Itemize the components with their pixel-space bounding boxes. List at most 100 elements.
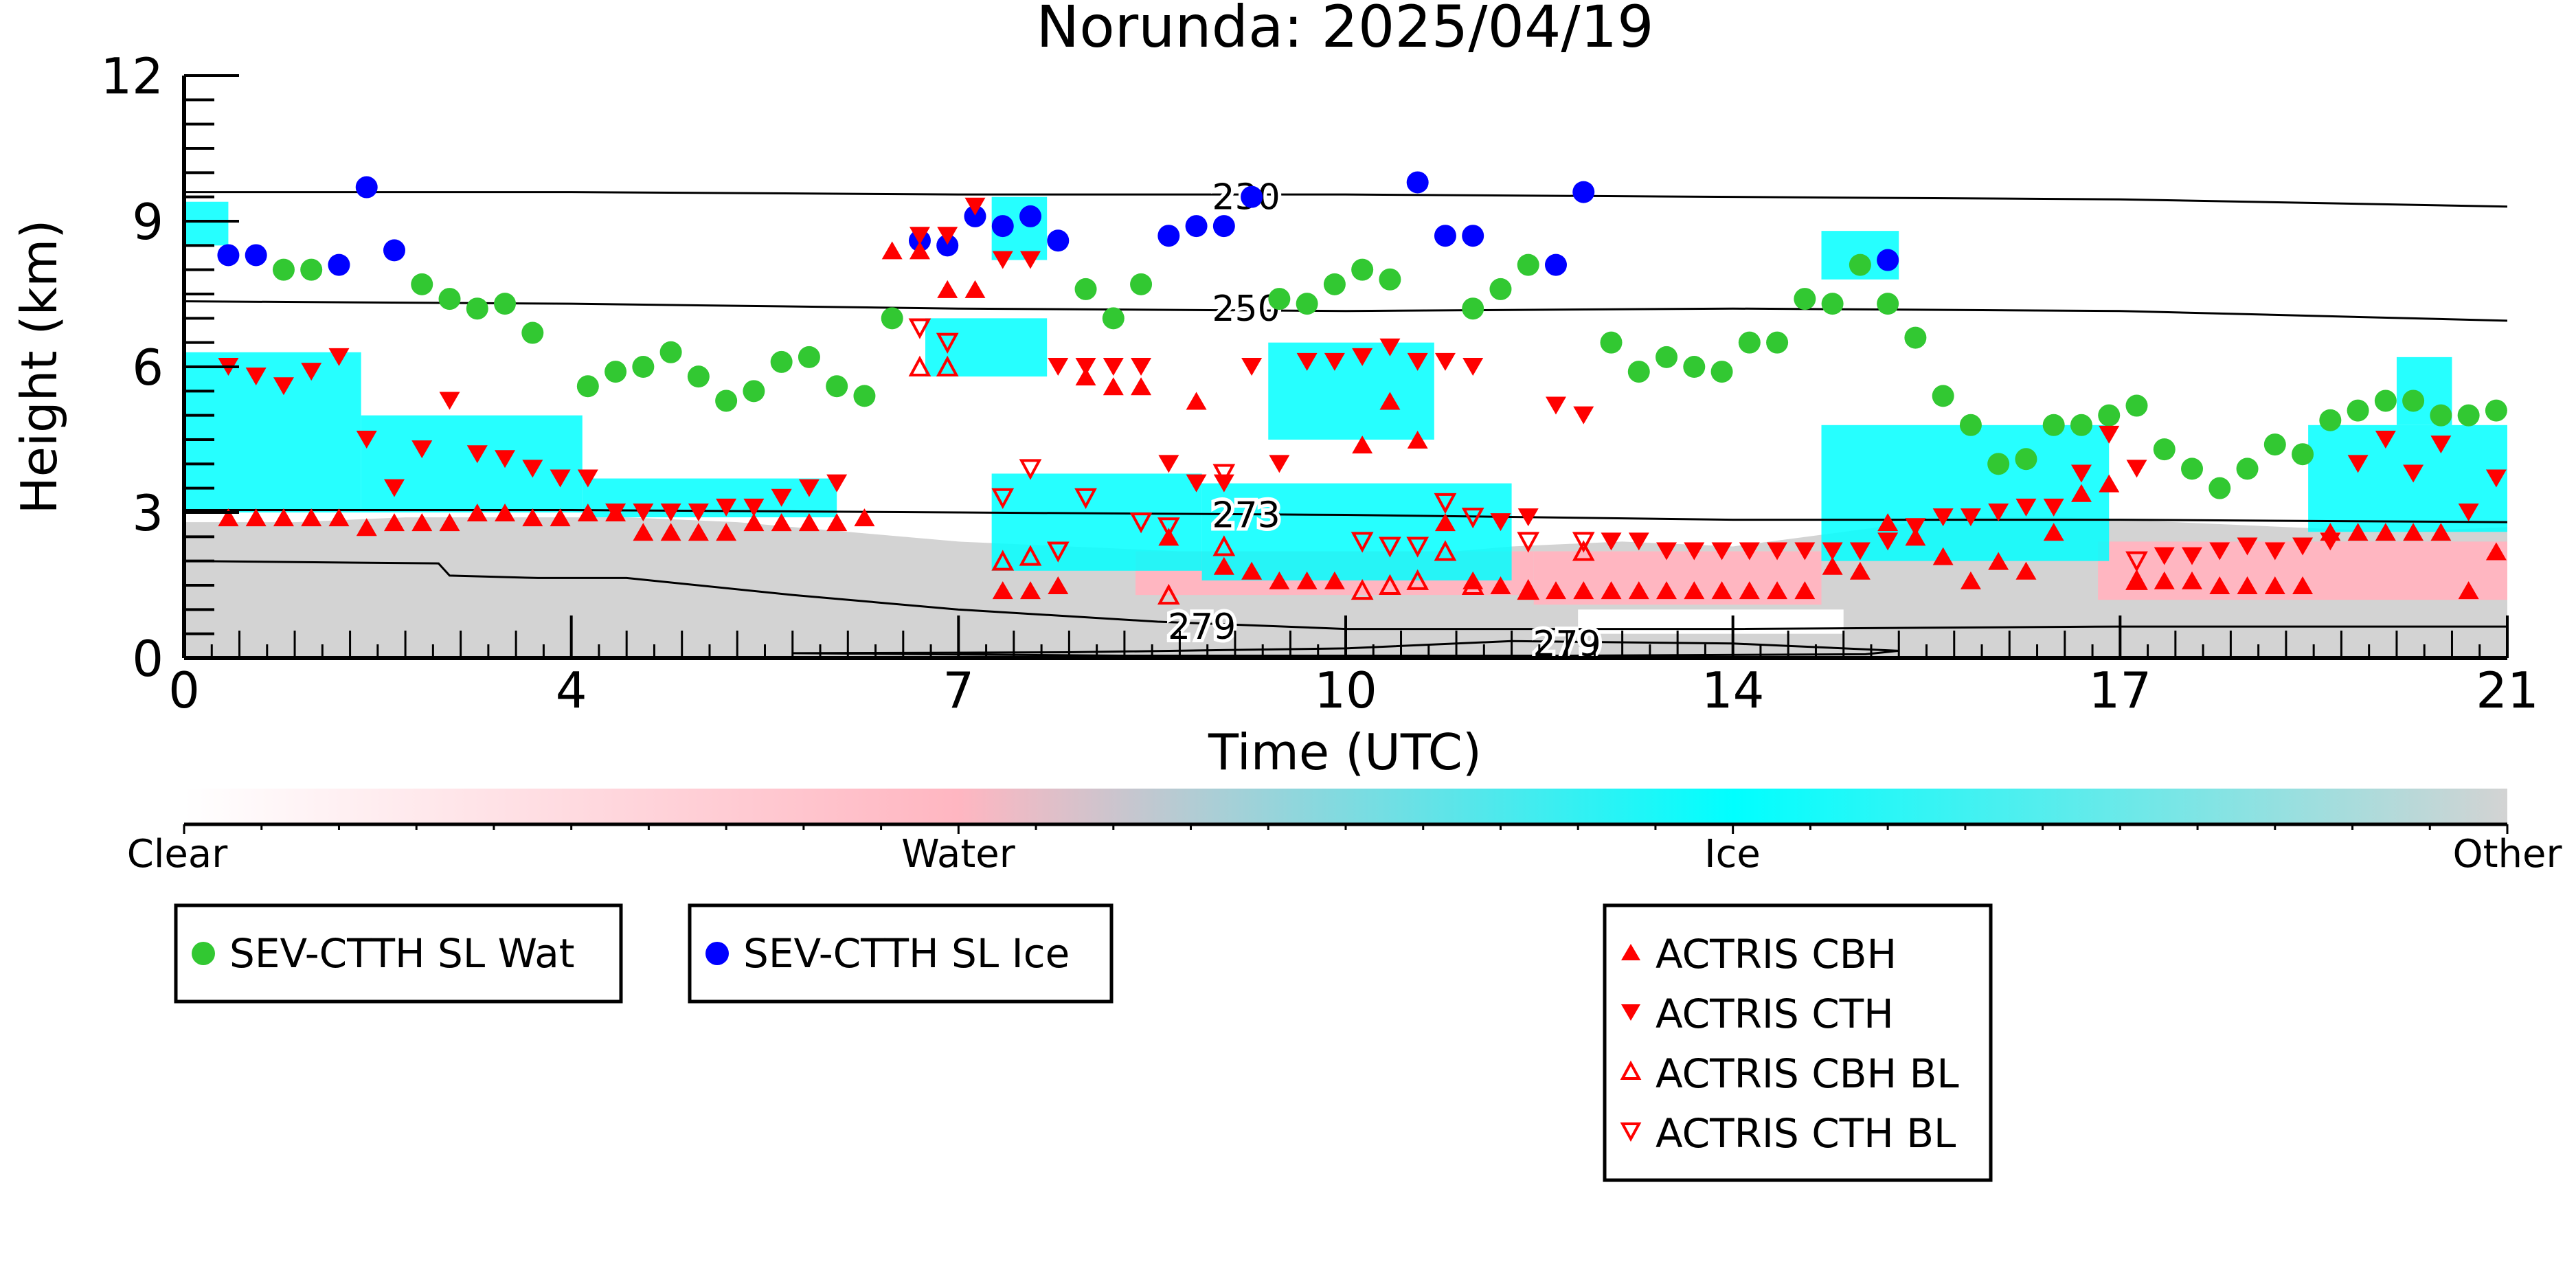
data-point-triangle-down <box>1269 455 1290 473</box>
data-point-triangle-up <box>328 508 350 527</box>
data-point-triangle-up <box>1075 368 1096 386</box>
data-point-triangle-down <box>1517 508 1539 527</box>
data-point-circle <box>521 321 544 344</box>
data-point-circle <box>2153 438 2176 461</box>
data-point-triangle-down <box>1296 352 1318 371</box>
data-point-triangle-down <box>550 469 571 488</box>
data-point-triangle-up <box>1131 377 1152 396</box>
y-tick-label: 12 <box>100 47 163 105</box>
data-point-triangle-down <box>466 445 488 464</box>
data-point-triangle-down <box>743 498 765 517</box>
data-point-circle <box>1821 293 1844 315</box>
y-tick-label: 0 <box>132 630 163 688</box>
data-point-circle <box>1656 346 1678 368</box>
data-point-circle <box>1212 215 1235 238</box>
data-point-triangle-up <box>633 523 654 541</box>
data-point-triangle-up <box>301 508 322 527</box>
data-point-triangle-down <box>301 363 322 381</box>
contour-label: 279 <box>1168 607 1236 648</box>
legend-label: ACTRIS CTH <box>1656 991 1894 1037</box>
x-tick-label: 7 <box>942 662 974 719</box>
data-point-triangle-down <box>2154 547 2175 565</box>
data-point-circle <box>1877 249 1899 271</box>
data-point-triangle-down <box>1517 532 1540 553</box>
data-point-circle <box>2098 404 2121 427</box>
data-point-triangle-down <box>1019 459 1042 480</box>
data-point-triangle-up <box>1324 571 1345 589</box>
data-point-triangle-down <box>439 392 460 410</box>
data-point-triangle-up <box>2485 542 2507 561</box>
data-point-triangle-up <box>1767 581 1788 600</box>
data-point-triangle-up <box>1212 535 1236 556</box>
data-point-triangle-up <box>2209 576 2230 594</box>
data-point-triangle-up <box>1905 528 1926 546</box>
x-tick-label: 10 <box>1314 662 1377 719</box>
data-point-triangle-down <box>964 197 986 216</box>
data-point-circle <box>1130 273 1153 295</box>
data-point-triangle-up <box>1960 571 1981 589</box>
data-point-triangle-down <box>1684 542 1705 561</box>
data-point-triangle-down <box>633 504 654 521</box>
data-point-triangle-down <box>660 504 681 521</box>
legend-marker-open-triangle-down <box>1620 1122 1642 1142</box>
data-point-triangle-down <box>1048 358 1069 376</box>
legend-box <box>1603 903 1993 1182</box>
data-point-triangle-up <box>466 504 488 521</box>
legend-box <box>174 903 623 1004</box>
data-point-triangle-down <box>1905 518 1926 536</box>
legend-sev-ctth-ice: SEV-CTTH SL Ice <box>688 903 1114 1004</box>
data-point-triangle-up <box>992 581 1013 600</box>
data-point-triangle-up <box>1461 574 1484 595</box>
data-point-circle <box>1241 185 1263 208</box>
data-point-triangle-down <box>2125 551 2148 572</box>
data-point-triangle-down <box>771 488 792 507</box>
data-point-triangle-up <box>854 508 875 527</box>
legend-box <box>688 903 1114 1004</box>
data-point-triangle-down <box>1960 508 1981 527</box>
legend-label: ACTRIS CBH BL <box>1656 1050 1959 1097</box>
data-point-circle <box>1932 385 1954 407</box>
data-point-triangle-down <box>1461 508 1484 529</box>
data-point-triangle-down <box>1628 532 1649 551</box>
data-point-circle <box>1987 453 2010 475</box>
data-point-triangle-up <box>2015 561 2037 580</box>
data-point-circle <box>2125 394 2148 417</box>
data-point-triangle-down <box>2292 537 2314 556</box>
data-point-triangle-down <box>1186 474 1207 493</box>
data-point-circle <box>300 258 323 281</box>
data-point-triangle-up <box>1296 571 1318 589</box>
data-point-triangle-down <box>2347 455 2369 473</box>
data-point-circle <box>1627 361 1650 383</box>
data-point-circle <box>687 365 710 388</box>
data-point-triangle-down <box>1046 541 1070 563</box>
colorbar-label-clear: Clear <box>127 832 228 877</box>
data-point-circle <box>411 273 433 295</box>
data-point-triangle-down <box>2070 464 2092 483</box>
data-point-triangle-up <box>1351 578 1374 600</box>
data-point-triangle-down <box>908 318 931 339</box>
data-point-circle <box>272 258 295 281</box>
data-point-triangle-up <box>1545 581 1566 600</box>
x-axis-label: Time (UTC) <box>1208 723 1482 781</box>
data-point-circle <box>1351 258 1374 281</box>
data-point-triangle-up <box>2043 523 2064 541</box>
data-point-triangle-up <box>2182 571 2203 589</box>
data-point-triangle-up <box>1684 581 1705 600</box>
data-point-circle <box>2430 404 2452 427</box>
data-point-triangle-down <box>688 504 709 521</box>
legend-marker-green-circle <box>192 942 215 965</box>
data-point-triangle-up <box>1213 556 1234 575</box>
data-point-triangle-down <box>1157 517 1180 539</box>
colorbar-label-other: Other <box>2452 832 2562 877</box>
data-point-triangle-up <box>908 355 931 376</box>
data-point-triangle-up <box>2126 571 2147 589</box>
data-point-triangle-up <box>1932 547 1954 565</box>
data-point-triangle-down <box>2043 498 2064 517</box>
data-point-circle <box>1738 331 1761 354</box>
data-point-triangle-down <box>522 460 543 478</box>
data-point-triangle-up <box>1434 513 1456 532</box>
data-point-triangle-up <box>1379 574 1401 595</box>
data-point-circle <box>2181 457 2204 480</box>
data-point-triangle-down <box>383 479 405 497</box>
